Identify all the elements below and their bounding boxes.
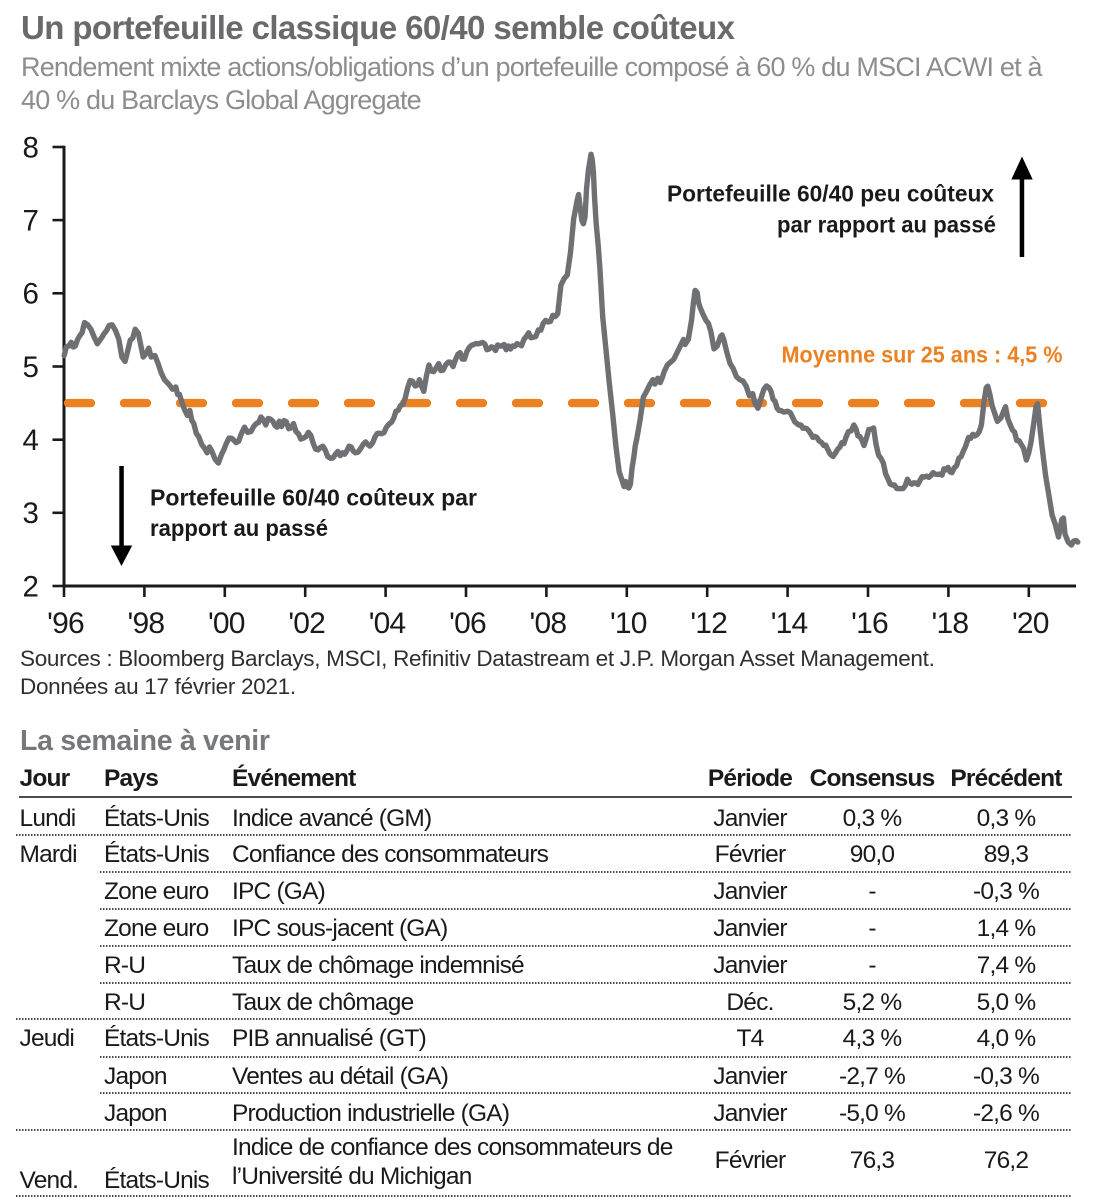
svg-text:'16: '16 bbox=[851, 607, 888, 640]
svg-text:5: 5 bbox=[23, 351, 39, 384]
svg-text:3: 3 bbox=[23, 497, 39, 530]
svg-text:'08: '08 bbox=[530, 607, 567, 640]
svg-text:par rapport au passé: par rapport au passé bbox=[777, 212, 996, 238]
svg-text:Moyenne sur 25 ans : 4,5 %: Moyenne sur 25 ans : 4,5 % bbox=[782, 342, 1063, 368]
svg-text:'02: '02 bbox=[288, 607, 325, 640]
svg-text:'10: '10 bbox=[610, 607, 647, 640]
svg-text:Portefeuille 60/40 coûteux par: Portefeuille 60/40 coûteux par bbox=[150, 485, 477, 511]
svg-text:'98: '98 bbox=[128, 607, 165, 640]
svg-text:6: 6 bbox=[23, 278, 39, 311]
svg-text:rapport au passé: rapport au passé bbox=[150, 515, 328, 541]
svg-text:'00: '00 bbox=[208, 607, 245, 640]
svg-text:Portefeuille 60/40 peu coûteux: Portefeuille 60/40 peu coûteux bbox=[667, 181, 994, 207]
svg-text:'06: '06 bbox=[449, 607, 486, 640]
svg-text:'96: '96 bbox=[47, 607, 84, 640]
svg-text:'12: '12 bbox=[690, 607, 727, 640]
svg-text:4: 4 bbox=[23, 424, 39, 457]
svg-text:'20: '20 bbox=[1012, 607, 1049, 640]
svg-text:8: 8 bbox=[23, 131, 39, 164]
svg-text:2: 2 bbox=[23, 570, 39, 603]
svg-text:'18: '18 bbox=[932, 607, 969, 640]
svg-text:7: 7 bbox=[23, 205, 39, 238]
svg-text:'14: '14 bbox=[771, 607, 808, 640]
svg-text:'04: '04 bbox=[369, 607, 406, 640]
